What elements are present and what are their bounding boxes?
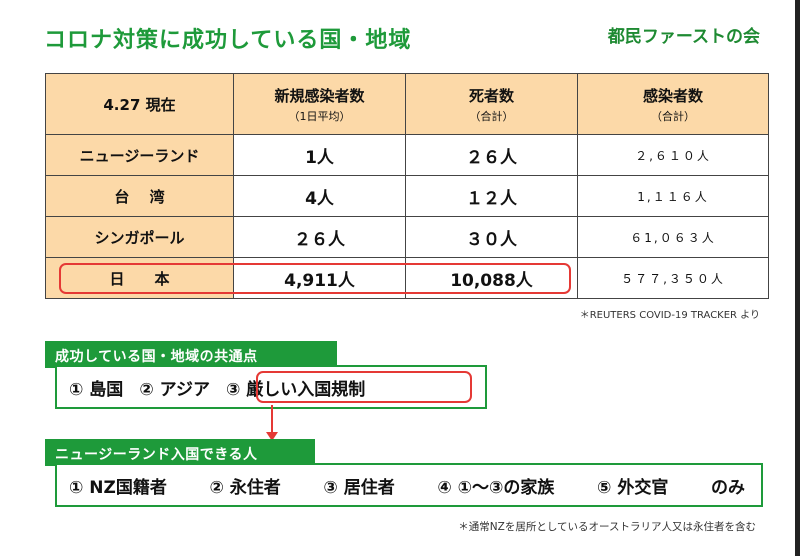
right-edge-border	[795, 0, 800, 556]
entry-item: ③ 居住者	[323, 477, 395, 498]
header-cases-label: 感染者数	[642, 86, 703, 105]
deaths-cell: ３０人	[405, 216, 578, 258]
country-cell: ニュージーランド	[45, 134, 234, 176]
common-point-item: ① 島国	[69, 379, 124, 400]
table-header-row: 4.27 現在 新規感染者数 （1日平均） 死者数 （合計） 感染者数 （合計）	[45, 73, 769, 135]
cases-cell: ２,６１０人	[577, 134, 769, 176]
new-cases-cell: 4人	[233, 175, 406, 217]
deaths-cell: ２６人	[405, 134, 578, 176]
deaths-cell: 10,088人	[405, 257, 578, 299]
header-new-cases-sub: （1日平均）	[288, 109, 351, 123]
down-arrow-line	[271, 405, 273, 438]
entry-item: ⑤ 外交官	[597, 477, 669, 498]
header-cases-sub: （合計）	[651, 109, 695, 123]
header-date: 4.27 現在	[45, 73, 234, 135]
header-deaths-sub: （合計）	[469, 109, 514, 123]
new-cases-cell: ２６人	[233, 216, 406, 258]
country-cell: 日 本	[45, 257, 234, 299]
entry-item: ② 永住者	[209, 477, 281, 498]
covid-stats-table: 4.27 現在 新規感染者数 （1日平均） 死者数 （合計） 感染者数 （合計）…	[45, 73, 769, 299]
entry-item: ① NZ国籍者	[69, 477, 167, 498]
source-note: ＊REUTERS COVID-19 TRACKER より	[579, 310, 760, 321]
common-points-heading: 成功している国・地域の共通点	[45, 341, 337, 368]
down-arrow-icon	[266, 432, 278, 441]
new-cases-cell: 1人	[233, 134, 406, 176]
deaths-cell: １２人	[405, 175, 578, 217]
org-logo-text: 都民ファーストの会	[607, 27, 760, 47]
nz-entry-box: ① NZ国籍者 ② 永住者 ③ 居住者 ④ ①～③の家族 ⑤ 外交官 のみ	[55, 463, 763, 507]
header-new-cases-label: 新規感染者数	[274, 86, 365, 105]
common-point-item: ③ 厳しい入国規制	[225, 379, 366, 400]
table-row: 台 湾 4人 １２人 1,１１６人	[45, 175, 769, 217]
header-deaths-label: 死者数	[468, 86, 514, 105]
cases-cell: ６1,０６３人	[577, 216, 769, 258]
country-cell: 台 湾	[45, 175, 234, 217]
table-row: シンガポール ２６人 ３０人 ６1,０６３人	[45, 216, 769, 258]
footnote: ＊通常NZを居所としているオーストラリア人又は永住者を含む	[458, 521, 756, 533]
new-cases-cell: 4,911人	[233, 257, 406, 299]
nz-entry-heading: ニュージーランド入国できる人	[45, 439, 315, 466]
common-point-item: ② アジア	[139, 379, 210, 400]
entry-item: ④ ①～③の家族	[437, 477, 555, 498]
table-row: ニュージーランド 1人 ２６人 ２,６１０人	[45, 134, 769, 176]
entry-item: のみ	[710, 477, 745, 498]
header-new-cases: 新規感染者数 （1日平均）	[233, 73, 406, 135]
country-cell: シンガポール	[45, 216, 234, 258]
header-cases: 感染者数 （合計）	[577, 73, 769, 135]
cases-cell: 1,１１６人	[577, 175, 769, 217]
page-title: コロナ対策に成功している国・地域	[44, 28, 412, 53]
header-deaths: 死者数 （合計）	[405, 73, 578, 135]
table-row-japan: 日 本 4,911人 10,088人 ５７７,３５０人	[45, 257, 769, 299]
common-points-box: ① 島国 ② アジア ③ 厳しい入国規制	[55, 365, 487, 409]
cases-cell: ５７７,３５０人	[577, 257, 769, 299]
